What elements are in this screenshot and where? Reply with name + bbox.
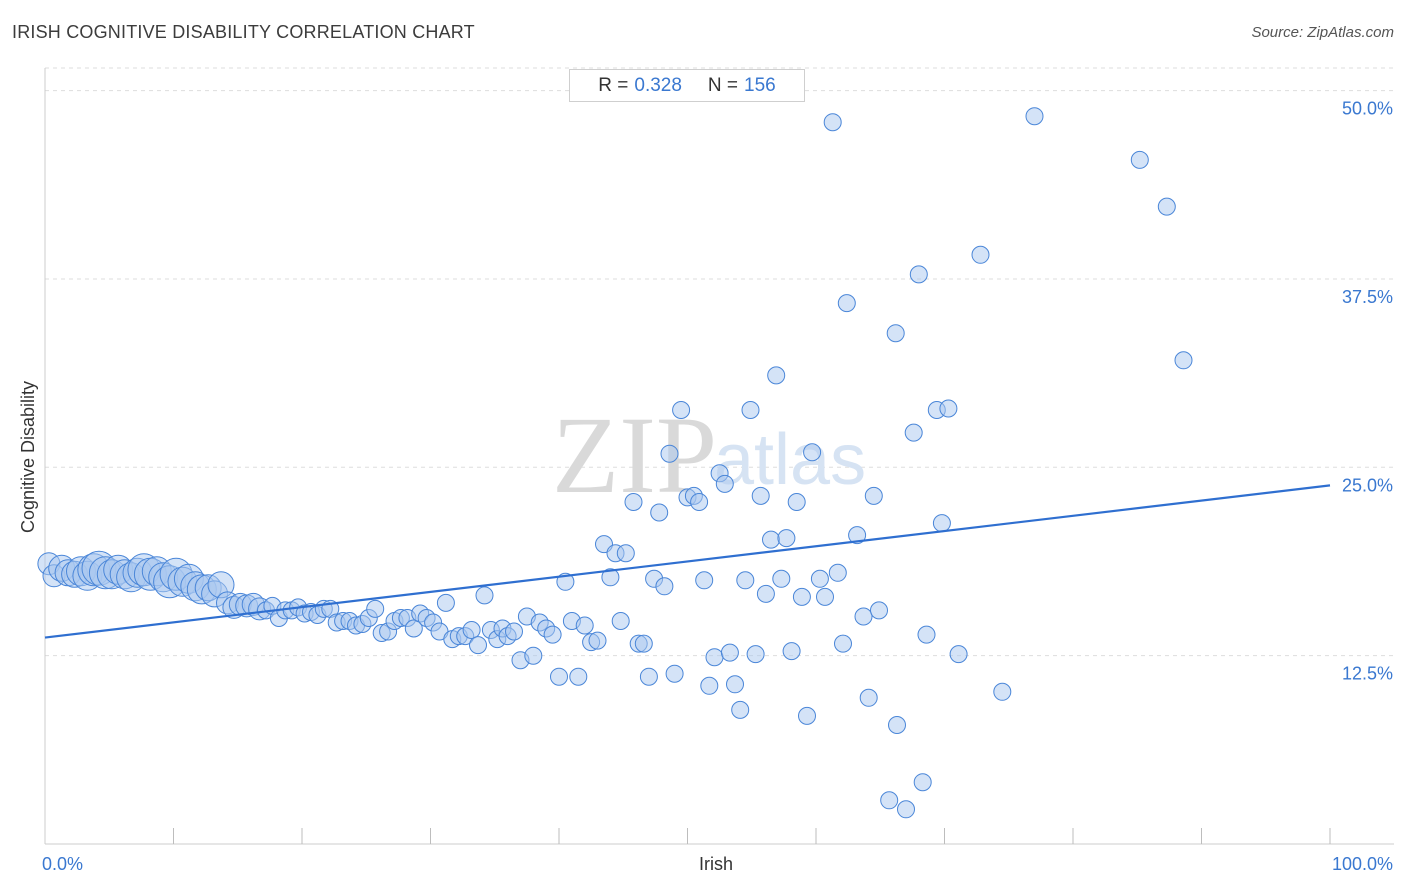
data-point (634, 634, 653, 653)
y-tick-label: 12.5% (1342, 664, 1393, 684)
data-point (695, 571, 714, 590)
data-point (366, 599, 385, 618)
data-point (726, 675, 744, 694)
data-point (660, 444, 679, 463)
data-point (731, 700, 750, 719)
x-tick-label-max: 100.0% (1332, 854, 1393, 874)
n-value: 156 (744, 74, 776, 96)
data-point (665, 664, 684, 683)
data-points (37, 107, 1193, 819)
data-point (705, 648, 724, 667)
data-point (837, 294, 856, 313)
x-axis-title: Irish (699, 854, 733, 874)
data-point (569, 667, 588, 686)
data-point (1157, 197, 1176, 216)
data-point (803, 443, 822, 462)
data-point (782, 642, 801, 661)
watermark-atlas: atlas (714, 420, 866, 500)
data-point (854, 607, 873, 626)
y-tick-label: 50.0% (1342, 99, 1393, 119)
data-point (971, 245, 990, 264)
data-point (909, 265, 928, 284)
data-point (616, 544, 635, 563)
data-point (949, 645, 968, 664)
data-point (624, 493, 643, 511)
data-point (932, 514, 951, 533)
data-point (639, 667, 658, 686)
data-point (777, 529, 796, 548)
data-point (939, 399, 958, 418)
correlation-stats-box: R = 0.328 N = 156 (569, 69, 805, 102)
data-point (762, 530, 780, 549)
r-label: R = (598, 74, 629, 96)
data-point (828, 563, 847, 582)
data-point (798, 706, 816, 725)
data-point (859, 688, 878, 707)
data-point (601, 568, 620, 587)
data-point (767, 366, 786, 385)
data-point (870, 601, 888, 620)
x-ticks (173, 828, 1331, 844)
data-point (917, 625, 936, 644)
y-tick-label: 37.5% (1342, 287, 1393, 307)
n-label: N = (707, 74, 739, 96)
data-point (556, 572, 575, 591)
data-point (700, 676, 719, 695)
trend-line (44, 484, 1331, 639)
data-point (751, 486, 770, 505)
y-tick-labels: 12.5% 25.0% 37.5% 50.0% (1342, 99, 1393, 684)
data-point (746, 645, 765, 664)
data-point (993, 682, 1012, 701)
data-point (886, 324, 905, 343)
data-point (848, 526, 867, 545)
data-point (575, 616, 594, 635)
data-point (1025, 107, 1044, 126)
data-point (469, 636, 487, 655)
data-point (787, 493, 806, 511)
data-point (672, 401, 691, 419)
data-point (792, 587, 811, 606)
data-point (462, 621, 481, 639)
data-point (1174, 351, 1193, 370)
data-point (810, 569, 829, 588)
data-point (823, 113, 842, 132)
data-point (505, 622, 523, 641)
r-value: 0.328 (634, 74, 682, 96)
data-point (611, 612, 630, 630)
data-point (404, 619, 423, 638)
data-point (741, 401, 760, 419)
data-point (550, 667, 568, 686)
data-point (690, 493, 709, 511)
data-point (436, 593, 455, 612)
data-point (904, 423, 923, 442)
data-point (524, 646, 543, 665)
data-point (816, 587, 834, 606)
data-point (543, 625, 562, 644)
x-tick-label-min: 0.0% (42, 854, 83, 874)
data-point (588, 631, 607, 650)
data-point (897, 800, 915, 819)
data-point (913, 773, 932, 792)
data-point (1130, 150, 1149, 169)
chart-title: IRISH COGNITIVE DISABILITY CORRELATION C… (12, 22, 475, 42)
data-point (736, 571, 755, 590)
axes (44, 68, 1394, 845)
data-point (880, 791, 899, 810)
data-point (475, 586, 494, 605)
data-point (864, 486, 883, 505)
data-point (720, 643, 739, 662)
y-tick-label: 25.0% (1342, 475, 1393, 495)
data-point (834, 634, 852, 653)
data-point (715, 474, 734, 493)
data-point (756, 584, 775, 603)
y-axis-title: Cognitive Disability (18, 381, 38, 533)
data-point (655, 577, 674, 596)
data-point (888, 716, 906, 734)
data-point (650, 503, 669, 522)
data-point (772, 569, 791, 588)
source-label: Source: ZipAtlas.com (1251, 24, 1394, 41)
